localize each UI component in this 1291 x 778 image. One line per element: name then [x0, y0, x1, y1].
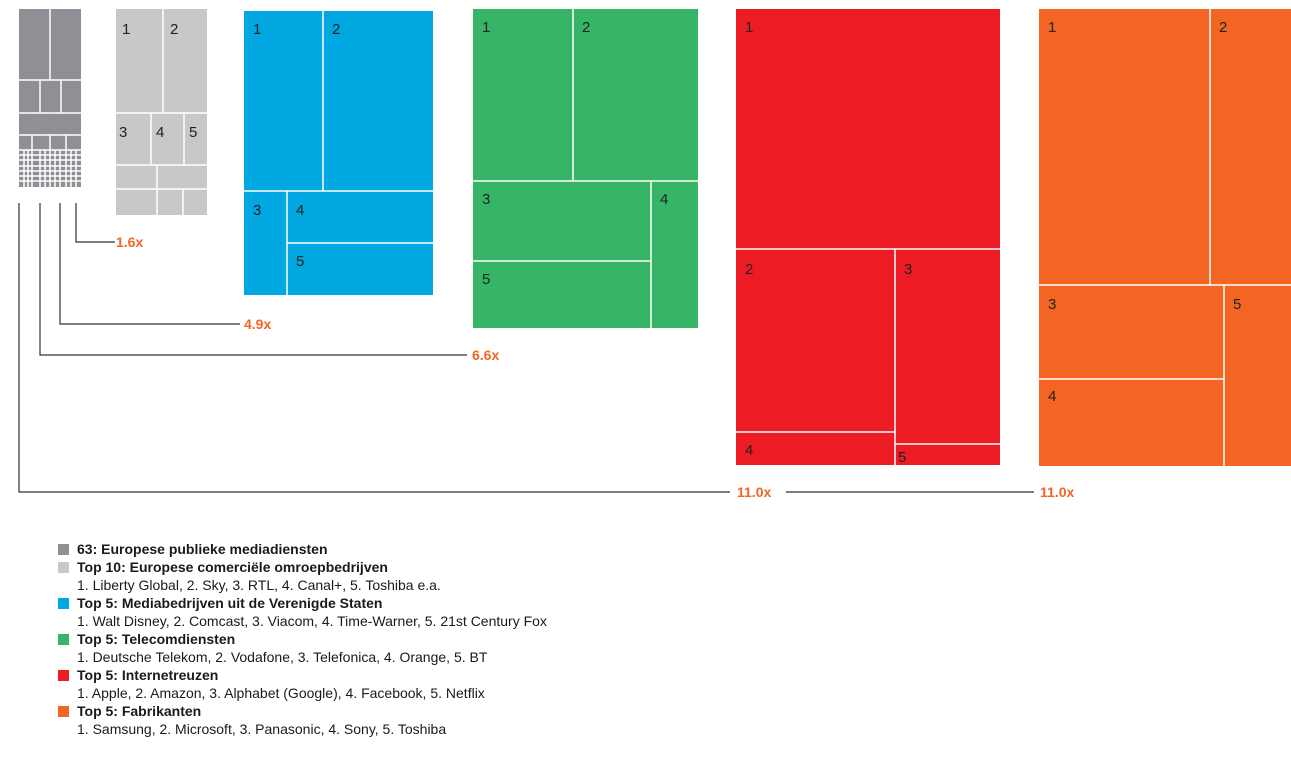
legend-label-public: 63: Europese publieke mediadiensten — [77, 541, 328, 557]
connector-line-internet — [18, 203, 730, 493]
connector-line-commercial — [75, 203, 115, 243]
cell-label-internet-1: 1 — [745, 19, 753, 36]
cell-label-commercial-2: 2 — [170, 21, 178, 38]
treemap-block-us-media — [244, 11, 433, 295]
legend-item-public: 63: Europese publieke mediadiensten — [58, 540, 547, 558]
legend-members-telecom: 1. Deutsche Telekom, 2. Vodafone, 3. Tel… — [77, 649, 488, 665]
cell-label-telecom-2: 2 — [582, 19, 590, 36]
legend-item-telecom: Top 5: Telecomdiensten 1. Deutsche Telek… — [58, 630, 547, 666]
legend-members-manufacturers: 1. Samsung, 2. Microsoft, 3. Panasonic, … — [77, 721, 447, 737]
treemap-block-internet — [736, 9, 1000, 465]
cell-label-commercial-1: 1 — [122, 21, 130, 38]
legend-item-internet: Top 5: Internetreuzen 1. Apple, 2. Amazo… — [58, 666, 547, 702]
cell-label-us-media-2: 2 — [332, 21, 340, 38]
cell-label-us-media-5: 5 — [296, 253, 304, 270]
legend-label-commercial: Top 10: Europese comerciële omroepbedrij… — [77, 559, 388, 575]
cell-label-manufacturers-1: 1 — [1048, 19, 1056, 36]
multiplier-label-internet: 11.0x — [737, 484, 771, 500]
cell-label-us-media-3: 3 — [253, 202, 261, 219]
legend-swatch-internet — [58, 669, 69, 681]
cell-label-internet-2: 2 — [745, 261, 753, 278]
cell-label-manufacturers-4: 4 — [1048, 388, 1056, 405]
cell-label-telecom-3: 3 — [482, 191, 490, 208]
multiplier-label-telecom: 6.6x — [472, 347, 499, 363]
legend-label-internet: Top 5: Internetreuzen — [77, 667, 219, 683]
legend-members-commercial: 1. Liberty Global, 2. Sky, 3. RTL, 4. Ca… — [77, 577, 441, 593]
treemap-block-telecom — [473, 9, 698, 328]
connector-line-us-media — [59, 203, 240, 325]
legend-item-commercial: Top 10: Europese comerciële omroepbedrij… — [58, 558, 547, 594]
cell-label-internet-4: 4 — [745, 442, 753, 459]
connector-line-telecom — [39, 203, 467, 356]
cell-label-internet-5: 5 — [898, 449, 906, 466]
legend-swatch-us-media — [58, 597, 69, 609]
multiplier-label-manufacturers: 11.0x — [1040, 484, 1074, 500]
legend-item-manufacturers: Top 5: Fabrikanten 1. Samsung, 2. Micros… — [58, 702, 547, 738]
legend: 63: Europese publieke mediadiensten Top … — [58, 540, 547, 738]
treemap-block-manufacturers — [1039, 9, 1291, 466]
legend-label-manufacturers: Top 5: Fabrikanten — [77, 703, 202, 719]
cell-label-manufacturers-5: 5 — [1233, 296, 1241, 313]
cell-label-telecom-5: 5 — [482, 271, 490, 288]
cell-label-manufacturers-2: 2 — [1219, 19, 1227, 36]
legend-label-telecom: Top 5: Telecomdiensten — [77, 631, 236, 647]
legend-swatch-public — [58, 543, 69, 555]
legend-item-us-media: Top 5: Mediabedrijven uit de Verenigde S… — [58, 594, 547, 630]
cell-label-internet-3: 3 — [904, 261, 912, 278]
treemap-block-commercial — [116, 9, 207, 215]
cell-label-commercial-4: 4 — [156, 124, 164, 141]
cell-label-us-media-1: 1 — [253, 21, 261, 38]
multiplier-label-commercial: 1.6x — [116, 234, 143, 250]
legend-swatch-manufacturers — [58, 705, 69, 717]
cell-label-telecom-4: 4 — [660, 191, 668, 208]
cell-label-us-media-4: 4 — [296, 202, 304, 219]
cell-label-commercial-3: 3 — [119, 124, 127, 141]
multiplier-label-us-media: 4.9x — [244, 316, 271, 332]
cell-label-commercial-5: 5 — [189, 124, 197, 141]
legend-swatch-commercial — [58, 561, 69, 573]
cell-label-manufacturers-3: 3 — [1048, 296, 1056, 313]
cell-label-telecom-1: 1 — [482, 19, 490, 36]
legend-label-us-media: Top 5: Mediabedrijven uit de Verenigde S… — [77, 595, 383, 611]
legend-swatch-telecom — [58, 633, 69, 645]
legend-members-internet: 1. Apple, 2. Amazon, 3. Alphabet (Google… — [77, 685, 485, 701]
legend-members-us-media: 1. Walt Disney, 2. Comcast, 3. Viacom, 4… — [77, 613, 547, 629]
